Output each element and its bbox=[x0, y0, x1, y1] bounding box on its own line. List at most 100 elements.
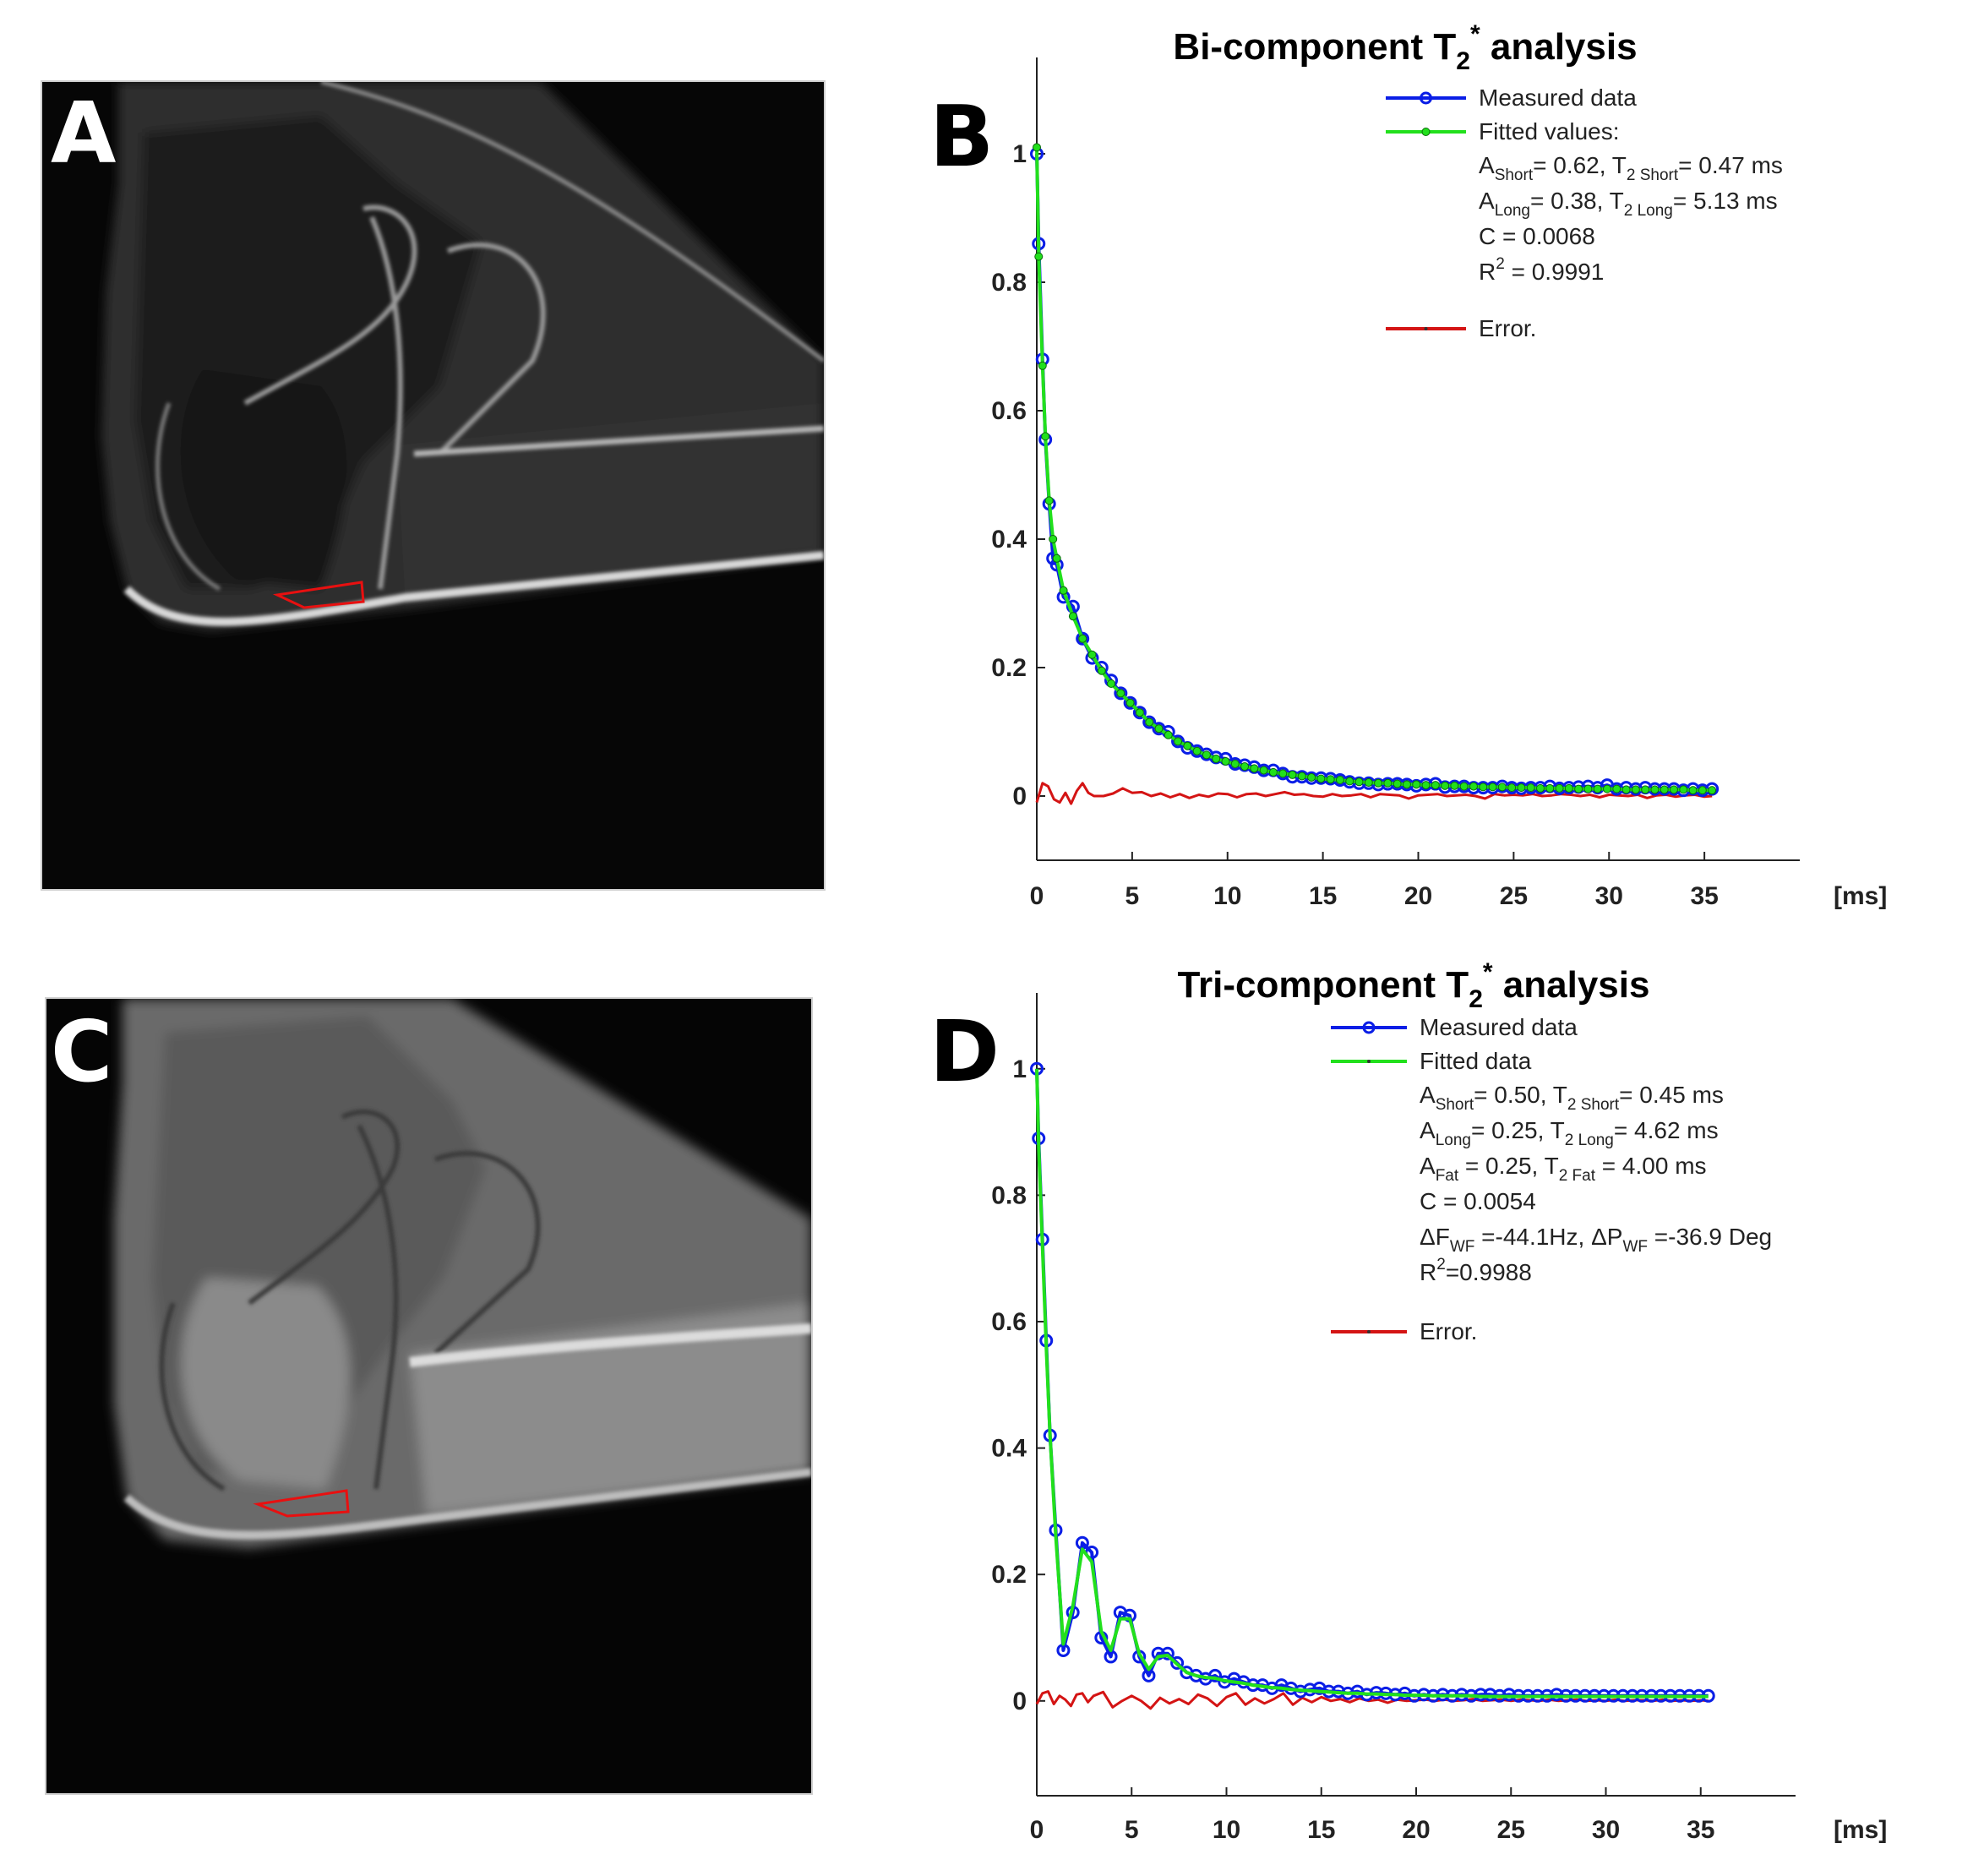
chart-d-fit-param-row: AShort= 0.50, T2 Short= 0.45 ms bbox=[1420, 1082, 1724, 1114]
chart-b-fitted-point bbox=[1230, 760, 1240, 768]
chart-d-fit-param-part: R bbox=[1420, 1259, 1436, 1285]
chart-b-fitted-point bbox=[1431, 781, 1440, 790]
chart-b-fitted-point bbox=[1174, 737, 1183, 746]
mri-c-graphic bbox=[114, 999, 811, 1548]
chart-d-title-main: Tri-component T bbox=[1178, 964, 1469, 1006]
chart-b-fit-param-row: R2 = 0.9991 bbox=[1479, 255, 1604, 285]
chart-d: Tri-component T2* analysis00.20.40.60.81… bbox=[991, 959, 1887, 1844]
chart-b-fitted-point bbox=[1212, 754, 1221, 763]
mri-image-c bbox=[45, 997, 813, 1795]
chart-b-legend-fitted-label: Fitted values: bbox=[1479, 118, 1620, 145]
chart-d-fit-param-part: = 0.25, T bbox=[1458, 1153, 1559, 1179]
roi-outline-a bbox=[272, 581, 365, 609]
chart-d-ytick-label: 1 bbox=[1012, 1055, 1027, 1083]
chart-b-fitted-point bbox=[1545, 783, 1555, 793]
chart-d-fit-param-part: 2 Long bbox=[1565, 1132, 1614, 1149]
chart-b-fitted-point bbox=[1183, 741, 1192, 750]
chart-b-fit-param-part: = 5.13 ms bbox=[1673, 188, 1778, 214]
chart-b-fitted-point bbox=[1034, 252, 1044, 261]
chart-d-fit-param-row: AFat = 0.25, T2 Fat = 4.00 ms bbox=[1420, 1153, 1707, 1185]
chart-b-fitted-point bbox=[1698, 786, 1707, 795]
chart-b-ytick-label: 0.4 bbox=[991, 526, 1027, 554]
chart-d-legend-error-dot bbox=[1367, 1330, 1371, 1333]
chart-b-fitted-point bbox=[1421, 781, 1431, 790]
chart-b-fitted-point bbox=[1087, 650, 1097, 659]
chart-b-fit-param-part: A bbox=[1479, 152, 1495, 178]
chart-b-fitted-point bbox=[1679, 785, 1688, 794]
chart-b-xtick-label: 25 bbox=[1500, 882, 1528, 910]
chart-b-fitted-point bbox=[1469, 782, 1478, 791]
chart-d-fit-param-part: = 4.62 ms bbox=[1614, 1117, 1719, 1143]
chart-b-fitted-point bbox=[1612, 784, 1621, 793]
mri-a-graphic bbox=[101, 82, 824, 631]
chart-b-fitted-point bbox=[1459, 782, 1469, 791]
chart-b-fit-param-part: A bbox=[1479, 188, 1495, 214]
chart-d-fit-param-part: 2 Short bbox=[1567, 1096, 1620, 1114]
chart-b-fitted-point bbox=[1631, 785, 1640, 794]
chart-d-fit-param-part: C = 0.0054 bbox=[1420, 1188, 1536, 1214]
chart-d-legend-measured-label: Measured data bbox=[1420, 1014, 1578, 1040]
chart-b-xtick-label: 30 bbox=[1595, 882, 1623, 910]
panel-label-d: D bbox=[929, 1002, 1000, 1101]
chart-b-fitted-point bbox=[1383, 778, 1393, 788]
chart-b-fitted-point bbox=[1278, 769, 1288, 778]
chart-b-ytick-label: 0 bbox=[1012, 783, 1027, 810]
chart-b-fitted-point bbox=[1583, 784, 1593, 793]
chart-d-xtick-label: 5 bbox=[1125, 1816, 1139, 1844]
chart-b-fitted-point bbox=[1116, 689, 1125, 698]
chart-b-fitted-point bbox=[1135, 708, 1144, 717]
chart-d-xtick-label: 10 bbox=[1213, 1816, 1240, 1844]
chart-d-ytick-label: 0 bbox=[1012, 1688, 1027, 1715]
chart-b-error-line bbox=[1035, 782, 1713, 805]
chart-d-fit-param-part: 2 bbox=[1436, 1256, 1446, 1273]
chart-b-fitted-point bbox=[1621, 785, 1631, 794]
chart-b-fitted-point bbox=[1670, 785, 1679, 794]
chart-d-fit-param-part: 2 Fat bbox=[1559, 1167, 1596, 1185]
chart-d-measured-point bbox=[1160, 1646, 1175, 1661]
chart-b-title-tail: analysis bbox=[1480, 26, 1638, 68]
panel-label-b: B bbox=[929, 87, 995, 186]
chart-b-fitted-line bbox=[1035, 147, 1713, 793]
chart-b-fitted-point bbox=[1164, 730, 1173, 739]
chart-b-title-sub: 2 bbox=[1456, 47, 1470, 75]
chart-d-fit-param-part: = 0.50, T bbox=[1474, 1082, 1567, 1108]
chart-b-fitted-point bbox=[1250, 764, 1259, 773]
chart-d-fit-param-part: =0.9988 bbox=[1446, 1259, 1532, 1285]
chart-b-fitted-point bbox=[1688, 786, 1698, 795]
chart-b-fitted-point bbox=[1535, 783, 1545, 793]
chart-b-fitted-point bbox=[1038, 361, 1047, 370]
chart-b-fit-param-row: ALong= 0.38, T2 Long= 5.13 ms bbox=[1479, 188, 1778, 220]
chart-b-fitted-point bbox=[1288, 770, 1297, 779]
chart-b-legend-measured-label: Measured data bbox=[1479, 85, 1637, 111]
chart-b-fitted-point bbox=[1041, 432, 1050, 441]
chart-d-xtick-label: 0 bbox=[1030, 1816, 1044, 1844]
chart-d-fit-param-part: ΔF bbox=[1420, 1224, 1450, 1250]
chart-d-fit-param-part: =-44.1Hz, ΔP bbox=[1474, 1224, 1622, 1250]
chart-d-fit-param-part: Fat bbox=[1436, 1167, 1459, 1185]
chart-b-legend-error-dot bbox=[1424, 327, 1428, 330]
mri-image-a bbox=[41, 80, 826, 891]
chart-b-fitted-point bbox=[1259, 766, 1268, 775]
chart-d-fit-param-row: ALong= 0.25, T2 Long= 4.62 ms bbox=[1420, 1117, 1719, 1149]
chart-b-fitted-point bbox=[1326, 775, 1335, 784]
chart-d-fit-param-row: ΔFWF =-44.1Hz, ΔPWF =-36.9 Deg bbox=[1420, 1224, 1772, 1256]
chart-b-ytick-label: 0.2 bbox=[991, 654, 1027, 682]
chart-b-fitted-point bbox=[1145, 717, 1154, 727]
chart-b-xtick-label: 35 bbox=[1690, 882, 1718, 910]
chart-b-fitted-point bbox=[1555, 783, 1564, 793]
chart-b-fitted-point bbox=[1526, 783, 1535, 793]
chart-b-fitted-point bbox=[1650, 785, 1660, 794]
chart-d-ytick-label: 0.8 bbox=[991, 1181, 1027, 1209]
chart-b-fitted-point bbox=[1154, 724, 1164, 733]
chart-d-fit-param-part: =-36.9 Deg bbox=[1648, 1224, 1772, 1250]
chart-b-fitted-point bbox=[1402, 780, 1411, 789]
chart-b-measured-point bbox=[1114, 686, 1128, 701]
chart-b-fit-param-part: = 0.47 ms bbox=[1678, 152, 1783, 178]
chart-d-fit-param-row: R2=0.9988 bbox=[1420, 1256, 1532, 1285]
chart-b-title-main: Bi-component T bbox=[1173, 26, 1456, 68]
chart-b-fitted-point bbox=[1507, 783, 1517, 793]
chart-b-fit-param-part: = 0.62, T bbox=[1533, 152, 1627, 178]
chart-d-xtick-label: 20 bbox=[1402, 1816, 1430, 1844]
chart-b-fitted-point bbox=[1068, 612, 1077, 621]
chart-d-title-sub: 2 bbox=[1469, 985, 1483, 1013]
